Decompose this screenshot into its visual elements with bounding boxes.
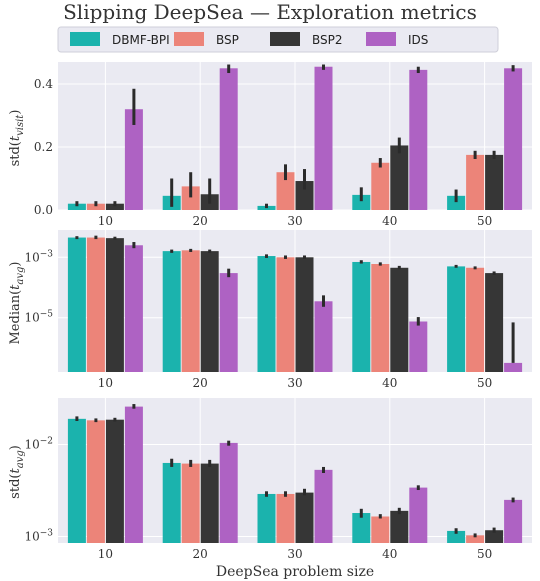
x-tick-label: 50 [477,214,492,228]
legend-swatch-dbmf-bpi [70,32,100,46]
legend-label-bsp2: BSP2 [312,33,343,47]
bar-bsp2-10 [105,203,124,210]
bar-dbmf-bpi-10 [67,237,86,372]
x-tick-label: 50 [477,547,492,561]
legend-swatch-bsp [174,32,204,46]
bar-bsp2-50 [485,154,504,210]
bar-ids-50 [504,362,523,372]
bar-ids-20 [219,273,238,372]
bar-dbmf-bpi-10 [67,418,86,543]
bar-ids-50 [504,68,523,210]
chart-panel-3: 10−3 10−2 10 20 30 40 50 std(tavg) DeepSea probl… [8,398,532,580]
x-tick-label: 30 [287,214,302,228]
bar-bsp2-20 [200,463,219,543]
bar-bsp-10 [86,237,105,372]
legend-swatch-bsp2 [270,32,300,46]
bar-bsp-30 [276,172,295,210]
bar-ids-30 [314,301,333,372]
bar-dbmf-bpi-50 [447,266,466,372]
x-tick-label: 40 [382,547,397,561]
bar-bsp2-30 [295,257,314,372]
bar-bsp-40 [371,162,390,210]
bar-bsp2-10 [105,238,124,372]
y-tick-label: 10−2 [24,436,53,451]
bar-dbmf-bpi-50 [447,195,466,210]
y-tick-label: 10−3 [24,249,53,264]
legend-swatch-ids [366,32,396,46]
bar-bsp2-50 [485,273,504,372]
x-tick-label: 50 [477,376,492,390]
bar-bsp2-30 [295,492,314,543]
bar-bsp-30 [276,257,295,372]
bar-bsp-20 [181,463,200,543]
bar-ids-20 [219,442,238,543]
chart-panel-1: 0.0 0.2 0.4 10 20 30 40 50 std(tvisit) [8,62,532,228]
panels: 0.00.20.410 20 30 40 50std(tvisit)10−510−310… [8,62,532,580]
y-axis-label: std(tavg) [8,445,26,499]
bar-dbmf-bpi-30 [257,256,276,372]
bar-bsp-50 [466,535,485,543]
bar-bsp2-30 [295,181,314,210]
x-tick-label: 40 [382,376,397,390]
bar-bsp2-40 [390,510,409,543]
legend-label-ids: IDS [408,33,428,47]
bar-ids-50 [504,499,523,543]
x-tick-label: 30 [287,547,302,561]
bar-bsp-40 [371,263,390,372]
bar-bsp-50 [466,267,485,372]
x-tick-label: 20 [193,214,208,228]
y-tick-label: 10−3 [24,529,53,544]
x-axis-label: DeepSea problem size [216,564,374,580]
bar-dbmf-bpi-40 [352,194,371,210]
bar-ids-20 [219,68,238,210]
x-tick-label: 10 [98,547,113,561]
bar-bsp-10 [86,203,105,210]
bar-bsp-10 [86,420,105,543]
y-axis-label: std(tvisit) [8,110,26,167]
bar-bsp2-40 [390,145,409,210]
bar-ids-40 [409,69,428,210]
bar-dbmf-bpi-50 [447,530,466,543]
bar-ids-40 [409,321,428,372]
x-tick-label: 10 [98,214,113,228]
bar-dbmf-bpi-40 [352,513,371,543]
bar-bsp-20 [181,250,200,372]
bar-dbmf-bpi-20 [162,251,181,372]
bar-ids-30 [314,66,333,210]
x-tick-label: 40 [382,214,397,228]
y-tick-label: 0.2 [34,140,53,154]
chart-panel-2: 10−5 10−3 10 20 30 40 50 Median(tavg) [8,230,532,390]
bar-dbmf-bpi-10 [67,203,86,210]
bar-ids-10 [124,245,143,372]
bar-bsp2-20 [200,251,219,372]
x-tick-label: 10 [98,376,113,390]
x-tick-label: 20 [193,376,208,390]
bar-bsp-30 [276,493,295,543]
legend-label-bsp: BSP [216,33,239,47]
bar-ids-40 [409,487,428,543]
x-tick-label: 30 [287,376,302,390]
bar-dbmf-bpi-20 [162,462,181,543]
bar-bsp-40 [371,516,390,543]
bar-ids-10 [124,406,143,543]
bar-ids-10 [124,109,143,210]
y-axis-label: Median(tavg) [8,261,26,344]
bar-dbmf-bpi-40 [352,261,371,372]
y-tick-label: 0.4 [34,77,53,91]
y-tick-label: 0.0 [34,203,53,217]
x-tick-label: 20 [193,547,208,561]
legend-label-dbmf-bpi: DBMF-BPI [112,33,170,47]
bar-bsp-50 [466,154,485,210]
bar-bsp2-50 [485,530,504,543]
bar-bsp2-40 [390,267,409,372]
bar-bsp-20 [181,186,200,210]
bar-dbmf-bpi-30 [257,493,276,543]
bar-ids-30 [314,469,333,543]
bar-bsp2-10 [105,419,124,543]
figure-title: Slipping DeepSea — Exploration metrics [63,0,477,24]
legend: DBMF-BPI BSP BSP2 IDS [57,26,499,53]
y-tick-label: 10−5 [24,310,53,325]
